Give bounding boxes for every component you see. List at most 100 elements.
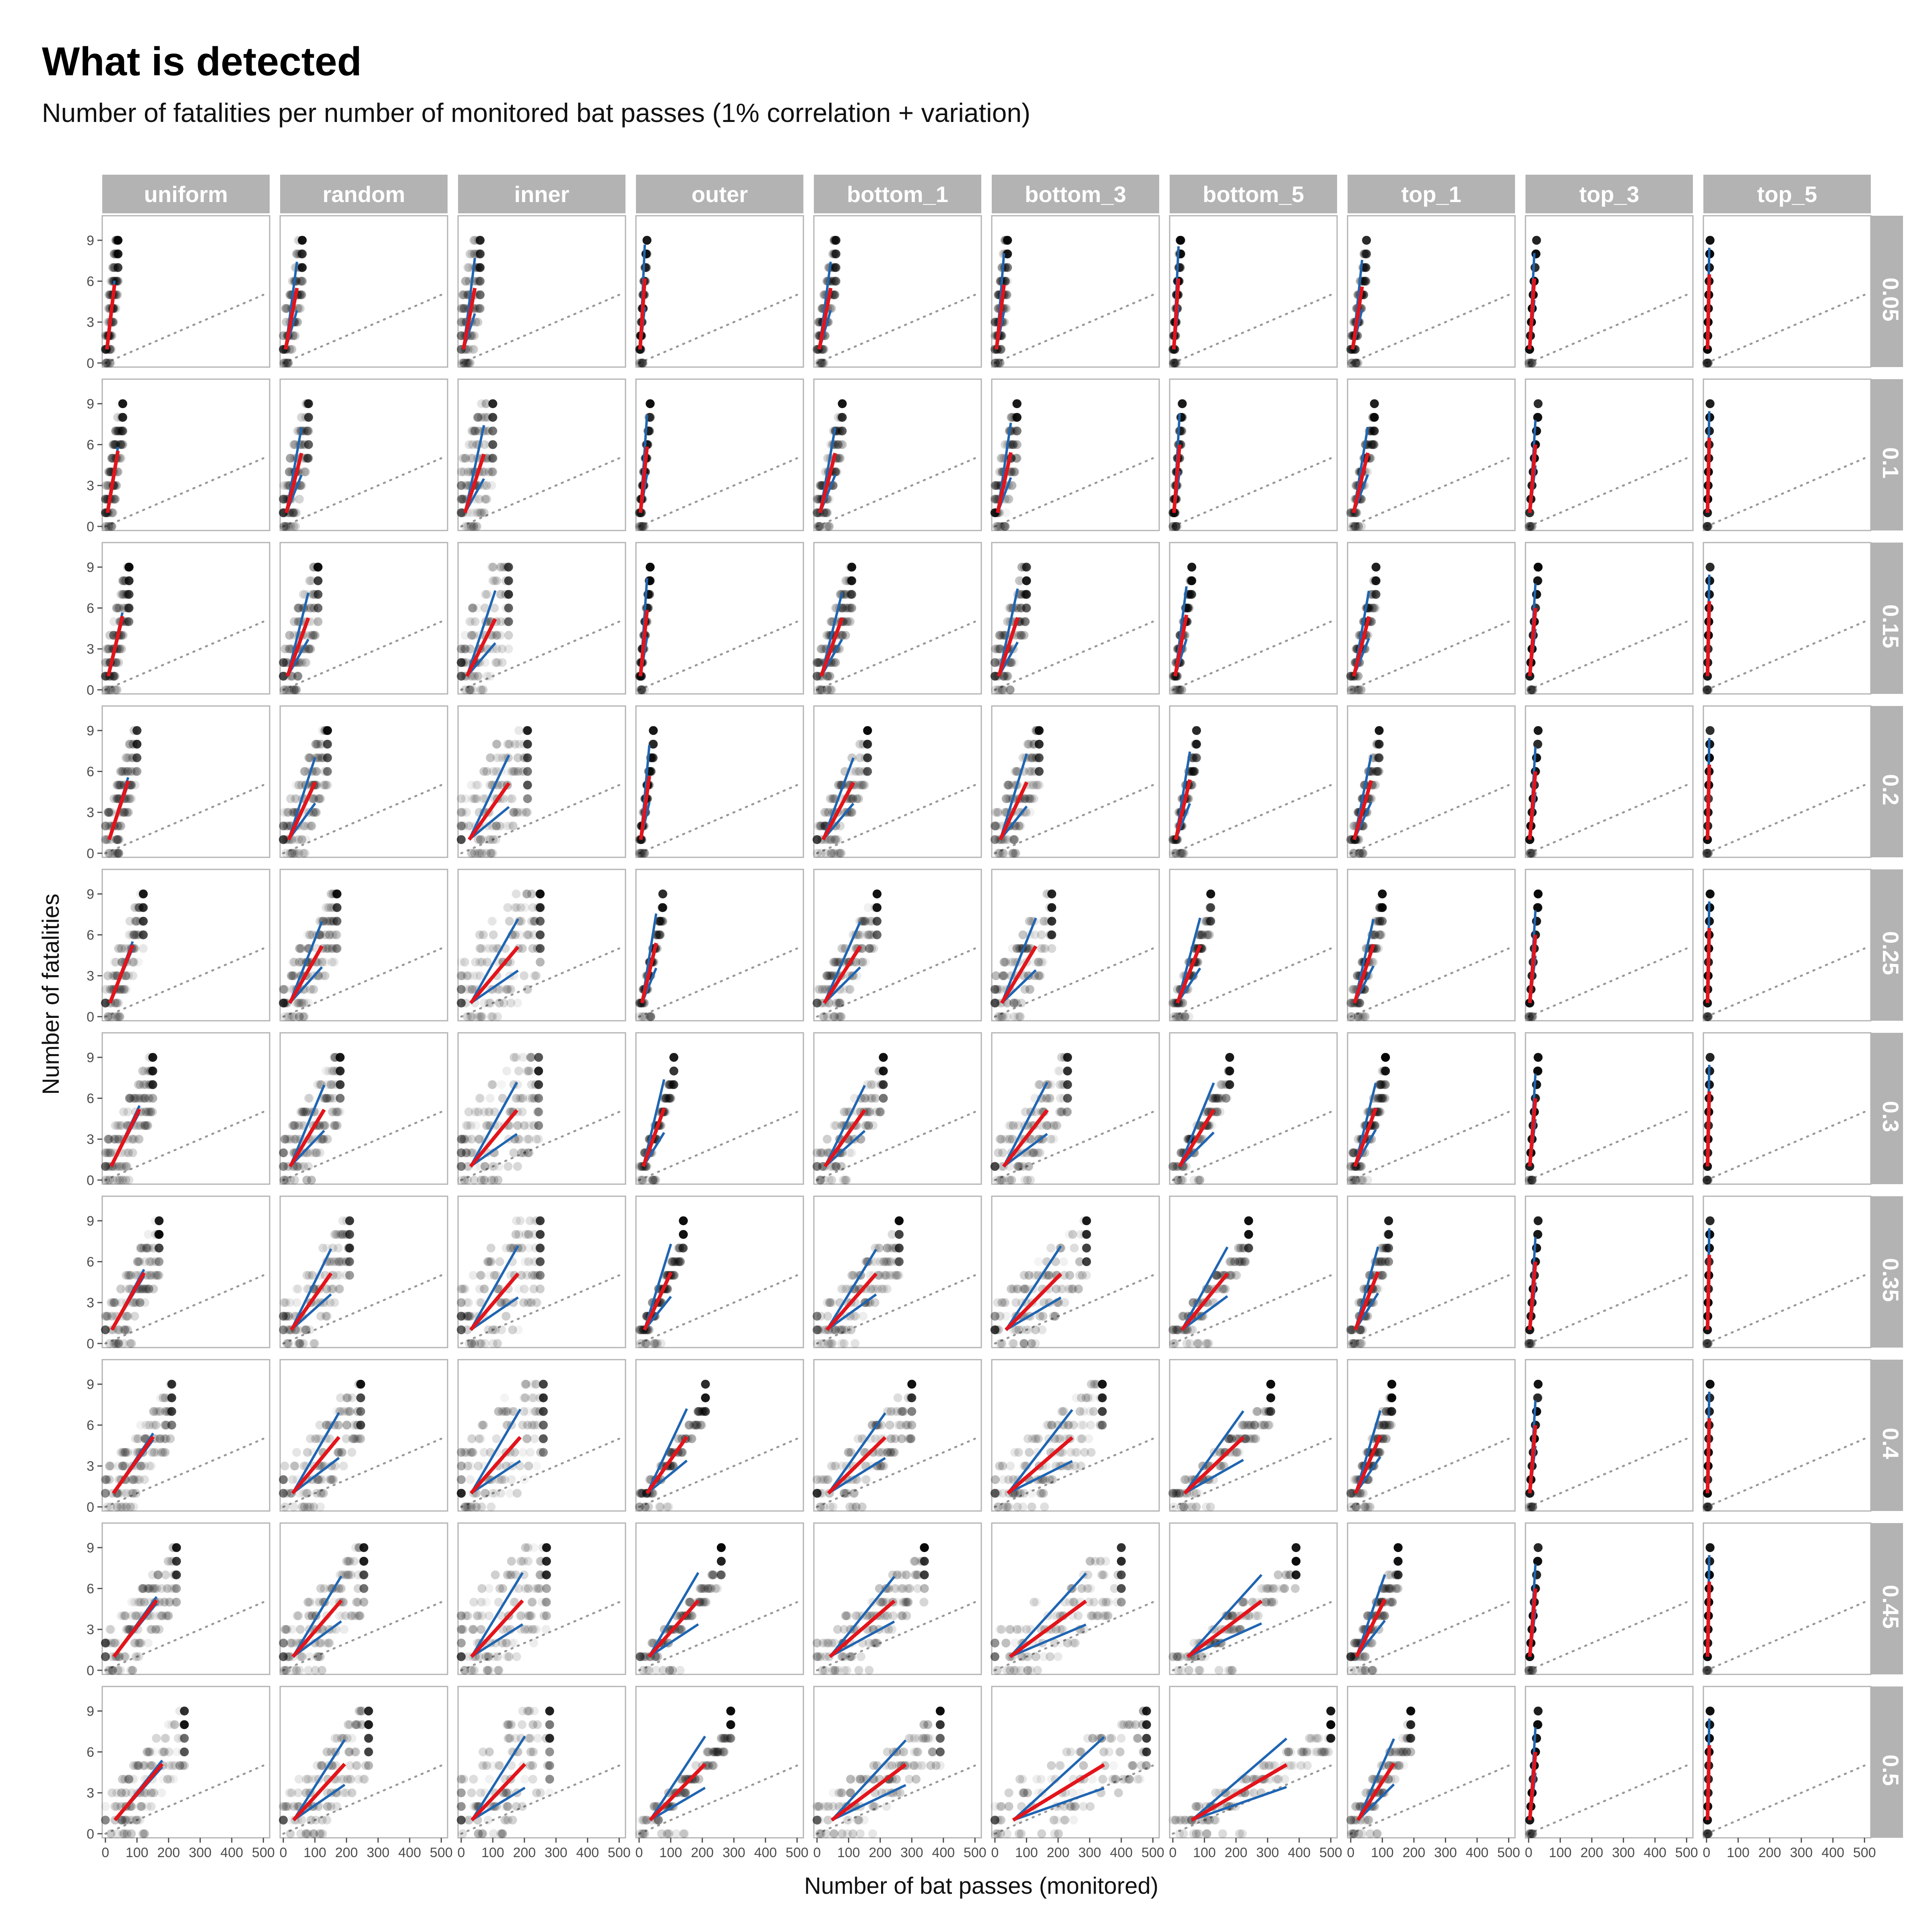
panel-bottom_5-0.05 <box>1168 215 1338 368</box>
row-strip-label: 0.25 <box>1878 931 1903 975</box>
data-point <box>1185 603 1194 613</box>
panel-top_5-0.05 <box>1702 215 1872 368</box>
panel-inner-0.15 <box>456 542 626 695</box>
data-point <box>113 263 122 272</box>
panel-border <box>1169 215 1338 368</box>
y-tick-label: 3 <box>87 315 94 330</box>
data-point <box>1368 413 1378 422</box>
data-point <box>504 590 513 599</box>
data-point <box>286 454 295 463</box>
y-tick-label: 0 <box>87 683 94 698</box>
data-point <box>846 590 856 599</box>
data-point <box>114 263 123 272</box>
data-point <box>114 235 123 245</box>
data-point <box>473 318 483 327</box>
data-point <box>114 263 123 272</box>
data-point <box>118 413 128 422</box>
data-point <box>314 576 323 585</box>
data-point <box>279 658 289 667</box>
row-strip-label: 0.2 <box>1878 774 1903 805</box>
column-strip-top_5 <box>1703 175 1871 213</box>
data-point <box>109 263 118 272</box>
row-strip-label: 0.4 <box>1878 1428 1903 1459</box>
data-point <box>305 576 314 585</box>
data-point <box>1705 235 1715 245</box>
data-point <box>112 249 121 258</box>
data-point <box>121 576 130 585</box>
data-point <box>458 495 467 504</box>
data-point <box>304 413 313 422</box>
data-point <box>847 562 857 572</box>
data-point <box>284 358 293 367</box>
data-point <box>295 495 305 504</box>
data-point <box>817 685 826 694</box>
data-point <box>314 590 323 599</box>
data-point <box>1003 263 1012 272</box>
data-point <box>838 413 847 422</box>
data-point <box>481 399 491 408</box>
data-point <box>831 235 840 245</box>
data-point <box>1705 399 1715 408</box>
data-point <box>504 631 513 640</box>
row-strip-label: 0.5 <box>1878 1754 1903 1786</box>
data-point <box>297 235 307 245</box>
data-point <box>113 249 122 258</box>
data-point <box>114 263 123 272</box>
column-strip-label: bottom_1 <box>847 182 948 207</box>
column-strip-top_3 <box>1525 175 1693 213</box>
data-point <box>279 481 288 490</box>
data-point <box>844 603 854 613</box>
data-point <box>1362 235 1371 245</box>
panel-outer-0.1 <box>635 378 804 531</box>
panel-border <box>1703 378 1872 531</box>
column-strip-label: outer <box>691 182 748 207</box>
data-point <box>104 290 114 299</box>
panel-border <box>1703 215 1872 368</box>
data-point <box>113 263 122 272</box>
data-point <box>282 685 291 694</box>
data-point <box>836 440 845 449</box>
data-point <box>814 522 823 531</box>
data-point <box>458 304 467 313</box>
panel-bottom_3-0.05 <box>990 215 1160 368</box>
data-point <box>114 277 123 286</box>
data-point <box>1012 399 1021 408</box>
data-point <box>456 671 466 681</box>
data-point <box>1005 685 1015 694</box>
data-point <box>469 522 478 531</box>
y-tick-label: 9 <box>87 560 94 575</box>
data-point <box>484 426 493 436</box>
column-strip-label: top_3 <box>1579 182 1639 207</box>
data-point <box>124 562 134 572</box>
data-point <box>475 249 485 258</box>
y-tick-label: 9 <box>87 396 94 412</box>
data-point <box>110 263 120 272</box>
data-point <box>1524 522 1534 531</box>
data-point <box>114 426 124 436</box>
data-point <box>1178 399 1187 408</box>
panel-bottom_1-0.05 <box>812 215 982 368</box>
data-point <box>111 249 121 258</box>
data-point <box>995 631 1005 640</box>
data-point <box>304 440 313 449</box>
data-point <box>114 263 123 272</box>
data-point <box>476 685 485 694</box>
panel-outer-0.05 <box>635 215 804 368</box>
data-point <box>114 263 123 272</box>
row-strip-label: 0.35 <box>1878 1258 1903 1302</box>
data-point <box>1532 235 1541 245</box>
data-point <box>111 685 120 694</box>
column-strip-label: bottom_5 <box>1203 182 1304 207</box>
data-point <box>1534 399 1543 408</box>
panel-border <box>101 215 270 368</box>
column-strip-label: uniform <box>144 182 228 207</box>
panel-border <box>1347 215 1516 368</box>
column-strip-uniform <box>102 175 270 213</box>
panel-top_3-0.1 <box>1524 378 1694 531</box>
data-point <box>1001 508 1011 517</box>
data-point <box>105 358 114 367</box>
data-point <box>456 658 466 667</box>
data-point <box>461 277 471 286</box>
data-point <box>114 263 123 272</box>
column-strip-label: inner <box>514 182 570 207</box>
